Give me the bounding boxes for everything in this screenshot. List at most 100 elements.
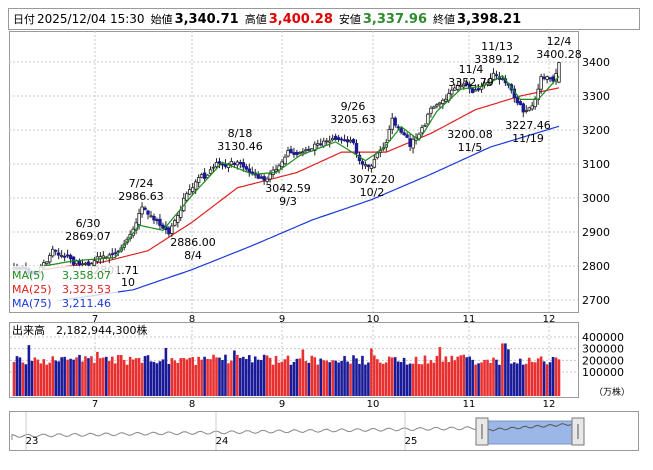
volume-bar [42, 359, 46, 396]
volume-bar [265, 355, 269, 396]
volume-bar [12, 362, 16, 396]
candle-body [56, 252, 61, 256]
candle-body [241, 162, 246, 168]
volume-bar [233, 350, 236, 396]
volume-bar [170, 358, 174, 396]
volume-bar [370, 348, 373, 396]
candle-body [396, 126, 400, 129]
candle-body [402, 132, 406, 136]
price-annotation-date: 10 [121, 276, 135, 289]
volume-bar [516, 363, 519, 396]
candle-body [146, 210, 150, 215]
volume-bar [215, 357, 218, 396]
volume-bar [411, 363, 415, 396]
volume-bar [81, 361, 84, 396]
volume-bar [426, 363, 430, 396]
candle-body [170, 225, 174, 234]
volume-bar [462, 354, 465, 396]
candle-body [339, 138, 344, 141]
price-y-tick-label: 2900 [582, 226, 610, 239]
price-annotation-value: 3042.59 [265, 182, 311, 195]
candle-body [441, 99, 445, 105]
navigator-handle-left[interactable] [475, 417, 489, 446]
candle-body [417, 133, 421, 140]
volume-bar [501, 343, 504, 396]
candle-body [366, 164, 371, 167]
navigator-history-line [11, 426, 478, 440]
volume-y-tick-label: 300000 [582, 343, 624, 356]
candle-body [533, 98, 537, 108]
candle-body [298, 152, 302, 155]
candle-body [110, 253, 114, 256]
volume-bar [521, 364, 525, 396]
volume-bar [93, 362, 96, 396]
volume-bar [39, 363, 43, 396]
volume-bar [390, 357, 394, 396]
candle-body [322, 140, 326, 147]
volume-bar [465, 357, 468, 396]
candle-body [351, 139, 356, 144]
volume-bar [355, 358, 358, 396]
volume-bar [489, 362, 492, 396]
low-label: 安値 [338, 13, 361, 26]
candle-body [348, 139, 353, 143]
volume-bar [551, 357, 555, 396]
candle-body [387, 129, 391, 142]
candle-body [456, 85, 460, 90]
price-annotation-date: 10/2 [360, 186, 385, 199]
volume-bar [206, 358, 209, 396]
candle-body [405, 134, 409, 138]
candle-body [470, 88, 475, 94]
price-annotation-value: 3352.79 [448, 76, 494, 89]
candle-body [74, 260, 79, 265]
volume-bar [212, 354, 215, 396]
volume-bar [108, 360, 111, 396]
volume-bar [480, 362, 483, 396]
volume-bar [116, 355, 120, 396]
candle-body [208, 169, 213, 174]
ma-legend-box [10, 266, 118, 310]
volume-bar [242, 356, 245, 396]
volume-bar [533, 362, 537, 396]
volume-bar [358, 363, 361, 396]
candle-body [557, 62, 561, 83]
volume-bar [143, 356, 147, 396]
candle-body [179, 209, 183, 218]
candle-body [423, 124, 427, 127]
ma-legend-value: 3,358.07 [62, 269, 111, 282]
volume-bar [331, 360, 334, 396]
volume-bar [548, 362, 552, 396]
volume-bar [18, 357, 22, 396]
navigator-handle-right[interactable] [571, 417, 585, 446]
volume-bar [110, 356, 114, 396]
volume-bar [239, 357, 242, 396]
volume-bar [307, 362, 311, 396]
volume-month-label: 7 [92, 399, 98, 410]
candle-body [199, 174, 204, 178]
volume-bar [325, 360, 329, 396]
price-annotation-date: 7/24 [129, 177, 154, 190]
candle-body [307, 148, 311, 151]
volume-bar [527, 357, 531, 396]
ma-legend: MA(5) 3,358.07 MA(25) 3,323.53 MA(75) 3,211.4… [10, 266, 118, 310]
price-annotation-value: 3205.63 [330, 113, 376, 126]
volume-bar [140, 362, 144, 396]
navigator: 23 24 25 [11, 412, 585, 450]
volume-bar [453, 360, 457, 396]
volume-bar [402, 357, 406, 396]
volume-bar [444, 356, 448, 396]
open-value: 3,340.71 [174, 11, 239, 27]
ma-legend-value: 3,323.53 [62, 283, 111, 296]
volume-bar [432, 362, 436, 396]
candle-body [161, 224, 165, 229]
volume-bar [337, 362, 340, 396]
candle-body [319, 143, 323, 146]
price-annotation-date: 12/4 [547, 35, 572, 48]
candle-body [450, 89, 454, 95]
volume-bar [349, 363, 352, 396]
candle-body [80, 263, 85, 266]
volume-bar [471, 359, 474, 396]
volume-bar [188, 357, 192, 396]
volume-bar [137, 357, 141, 396]
candle-body [173, 220, 177, 226]
